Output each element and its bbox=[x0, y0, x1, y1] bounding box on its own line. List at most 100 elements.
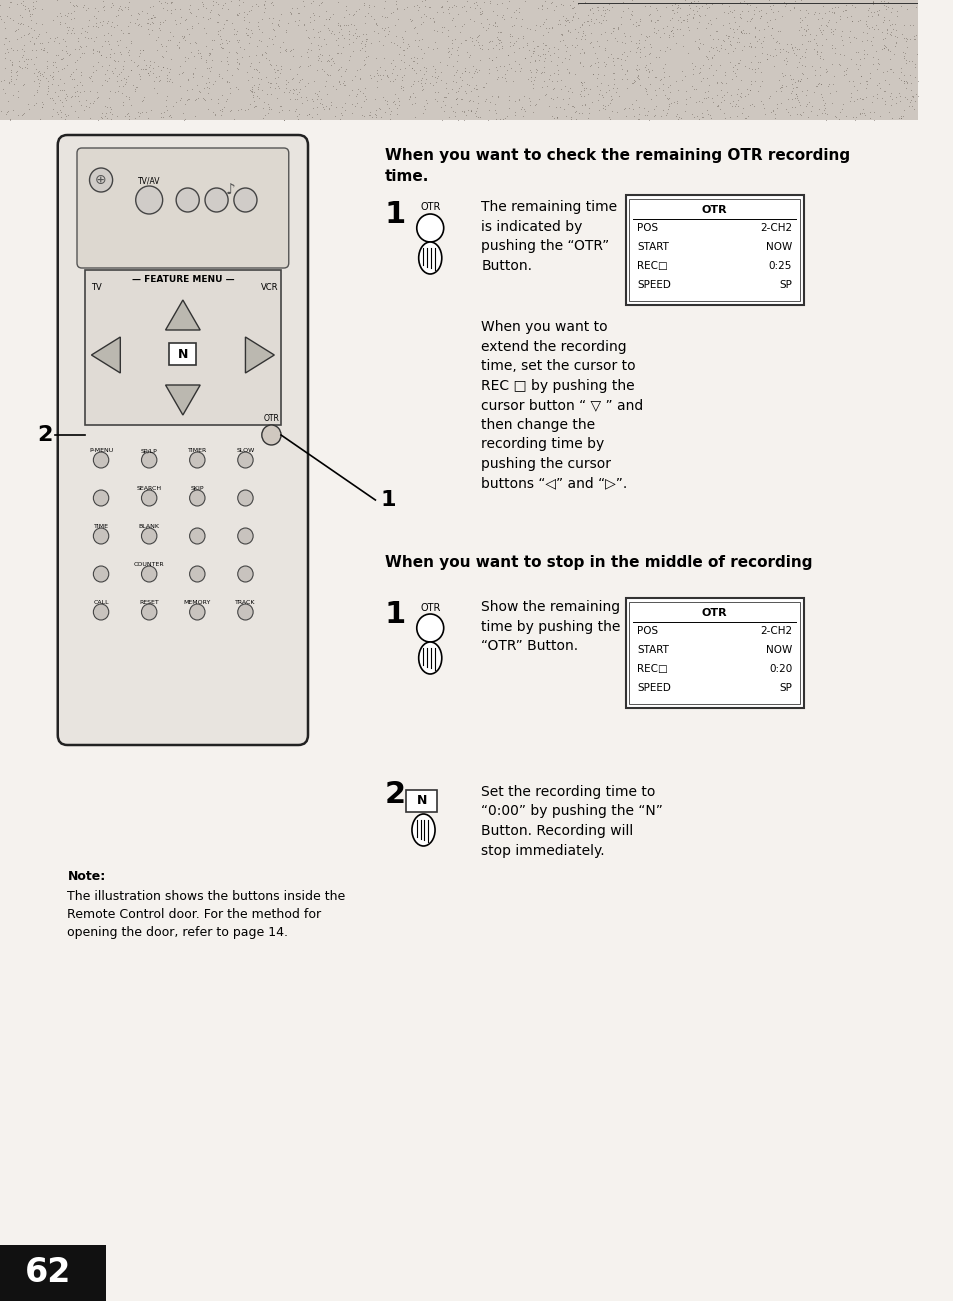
Point bbox=[223, 0, 238, 12]
Point bbox=[472, 3, 487, 23]
Point bbox=[534, 0, 549, 16]
Point bbox=[180, 69, 195, 90]
Point bbox=[338, 59, 354, 79]
Point bbox=[49, 44, 64, 65]
Point bbox=[813, 83, 828, 104]
Point bbox=[762, 101, 778, 122]
Point bbox=[159, 0, 174, 13]
Point bbox=[30, 65, 45, 86]
Point bbox=[557, 9, 572, 30]
Point bbox=[405, 83, 420, 104]
Point bbox=[241, 46, 256, 66]
Point bbox=[627, 33, 642, 53]
Point bbox=[323, 22, 338, 43]
Point bbox=[150, 26, 165, 47]
Point bbox=[356, 78, 372, 99]
Point bbox=[528, 94, 543, 114]
Point bbox=[515, 27, 530, 48]
Point bbox=[94, 108, 110, 129]
Point bbox=[211, 88, 226, 109]
Point bbox=[321, 44, 336, 65]
Point bbox=[1, 0, 16, 17]
Point bbox=[455, 101, 470, 122]
Point bbox=[402, 87, 417, 108]
Point bbox=[457, 1, 473, 22]
Point bbox=[665, 0, 680, 20]
Point bbox=[53, 107, 69, 127]
Point bbox=[59, 17, 74, 38]
Point bbox=[34, 96, 50, 117]
Point bbox=[407, 30, 422, 51]
Point bbox=[13, 27, 29, 48]
Point bbox=[186, 62, 201, 83]
Circle shape bbox=[190, 490, 205, 506]
Point bbox=[669, 79, 684, 100]
Point bbox=[214, 18, 230, 39]
Point bbox=[908, 83, 923, 104]
Point bbox=[163, 48, 178, 69]
Point bbox=[604, 88, 619, 109]
Point bbox=[465, 90, 480, 111]
Point bbox=[801, 23, 817, 44]
Point bbox=[680, 4, 696, 25]
Point bbox=[655, 74, 670, 95]
Point bbox=[244, 23, 259, 44]
Point bbox=[462, 81, 477, 101]
Point bbox=[373, 107, 388, 127]
Point bbox=[902, 73, 918, 94]
Point bbox=[620, 0, 636, 18]
Point bbox=[191, 13, 206, 34]
Point bbox=[541, 65, 557, 86]
Point bbox=[559, 9, 575, 30]
Text: OTR: OTR bbox=[701, 206, 727, 215]
Point bbox=[543, 17, 558, 38]
Point bbox=[289, 64, 304, 85]
Point bbox=[640, 61, 656, 82]
Point bbox=[675, 9, 690, 30]
Point bbox=[246, 59, 261, 79]
Point bbox=[407, 107, 422, 127]
Point bbox=[202, 44, 217, 65]
Point bbox=[303, 0, 318, 14]
Point bbox=[245, 85, 260, 105]
Point bbox=[86, 56, 101, 77]
Point bbox=[664, 22, 679, 43]
Point bbox=[815, 48, 830, 69]
Point bbox=[704, 38, 720, 59]
Point bbox=[659, 88, 675, 109]
Point bbox=[293, 78, 308, 99]
Point bbox=[260, 103, 275, 124]
Point bbox=[334, 104, 349, 125]
Point bbox=[677, 0, 692, 10]
Point bbox=[224, 13, 239, 34]
Point bbox=[836, 61, 851, 82]
Point bbox=[425, 8, 440, 29]
Point bbox=[58, 105, 73, 126]
Point bbox=[417, 69, 433, 90]
Point bbox=[720, 26, 736, 47]
Point bbox=[111, 51, 126, 72]
Point bbox=[905, 29, 921, 49]
Point bbox=[694, 0, 709, 17]
Point bbox=[876, 70, 891, 91]
Point bbox=[143, 61, 158, 82]
Point bbox=[741, 0, 757, 16]
Point bbox=[27, 53, 42, 74]
Point bbox=[411, 0, 426, 17]
Point bbox=[859, 30, 874, 51]
Point bbox=[903, 51, 919, 72]
Point bbox=[419, 92, 435, 113]
Point bbox=[720, 27, 736, 48]
Point bbox=[131, 14, 146, 35]
Point bbox=[750, 81, 765, 101]
Point bbox=[337, 0, 353, 21]
Point bbox=[414, 0, 429, 12]
Point bbox=[0, 27, 12, 48]
Point bbox=[172, 36, 187, 57]
Point bbox=[230, 30, 245, 51]
Point bbox=[163, 0, 178, 21]
Point bbox=[578, 77, 594, 98]
Point bbox=[676, 10, 691, 31]
Point bbox=[818, 16, 833, 36]
Point bbox=[45, 66, 60, 87]
